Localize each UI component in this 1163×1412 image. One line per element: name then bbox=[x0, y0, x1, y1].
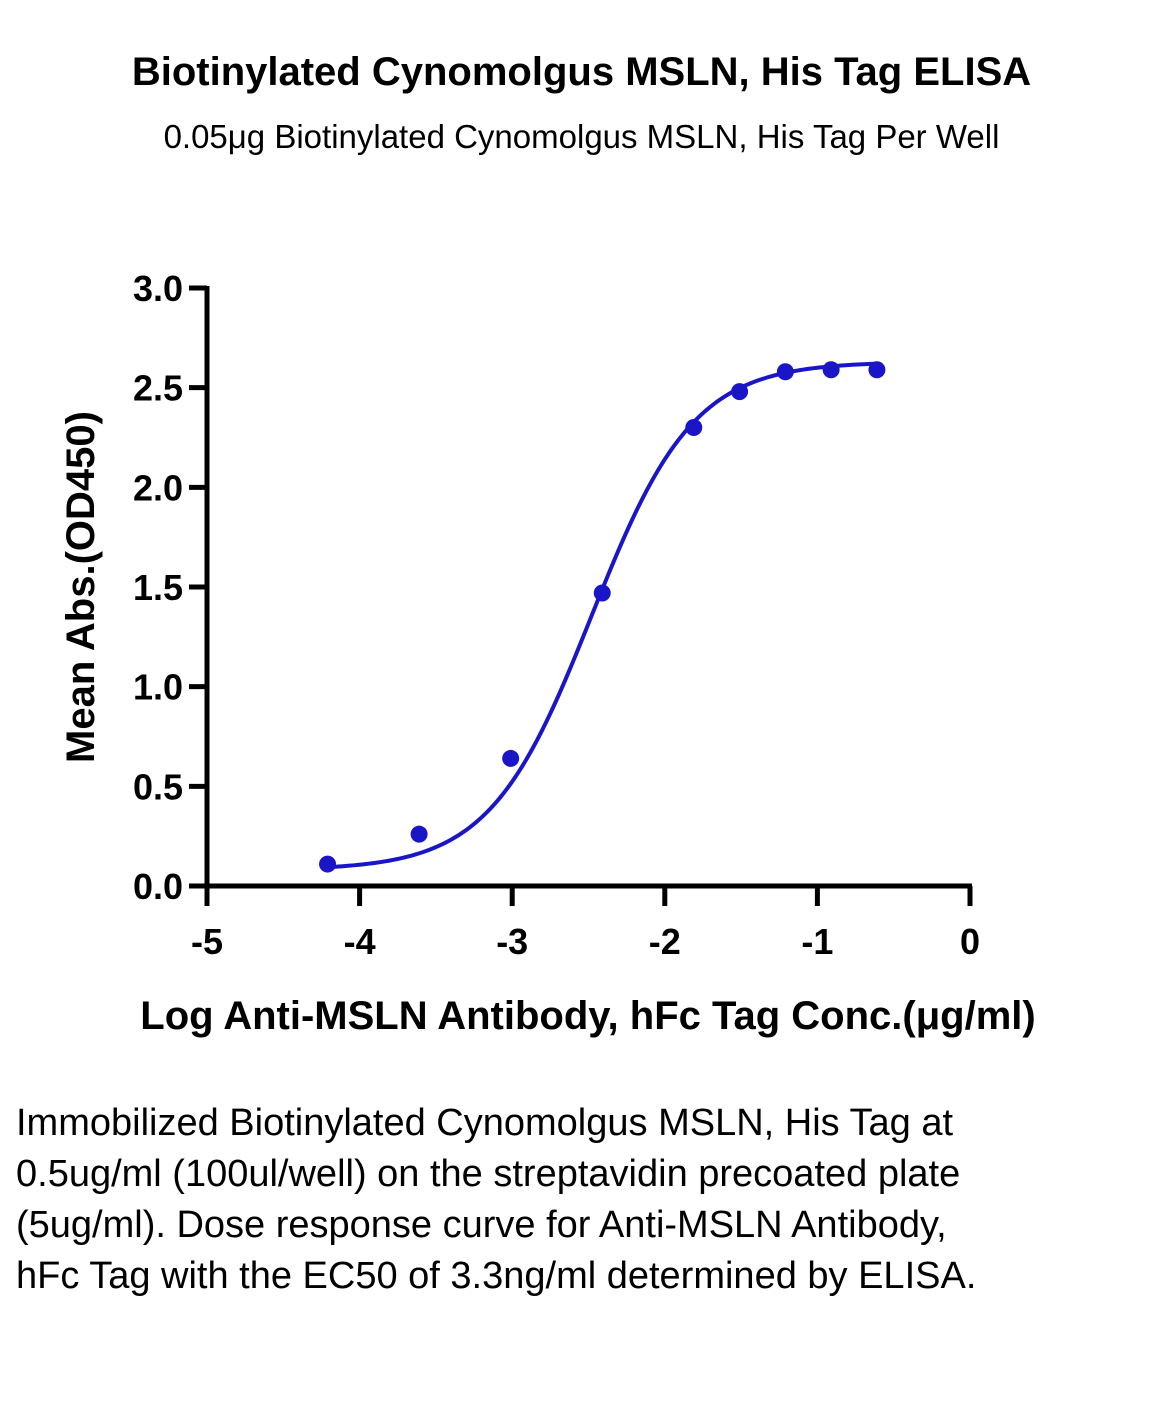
chart-subtitle: 0.05μg Biotinylated Cynomolgus MSLN, His… bbox=[163, 118, 1000, 155]
data-point bbox=[685, 419, 703, 437]
elisa-chart: 0.0 0.5 1.0 1.5 2.0 2.5 3.0 -5 -4 -3 -2 -1 0 Log Ant… bbox=[59, 268, 1036, 1038]
data-points-layer bbox=[319, 361, 886, 873]
data-point bbox=[319, 855, 337, 873]
chart-title: Biotinylated Cynomolgus MSLN, His Tag EL… bbox=[131, 50, 1032, 94]
data-point bbox=[822, 361, 840, 379]
y-axis-label: Mean Abs.(OD450) bbox=[59, 411, 103, 763]
y-tick-label: 0.0 bbox=[133, 866, 183, 907]
data-point bbox=[593, 584, 611, 602]
y-tick-label: 1.5 bbox=[133, 567, 183, 608]
y-tick-label: 0.5 bbox=[133, 766, 183, 807]
figure-caption: Immobilized Biotinylated Cynomolgus MSLN… bbox=[16, 1102, 977, 1297]
x-tick-label: -3 bbox=[496, 921, 528, 962]
y-tick-label: 3.0 bbox=[133, 268, 183, 309]
x-tick-label: -1 bbox=[801, 921, 833, 962]
axes: 0.0 0.5 1.0 1.5 2.0 2.5 3.0 -5 -4 -3 -2 -1 0 bbox=[133, 268, 980, 962]
fit-curve bbox=[327, 361, 877, 870]
data-point bbox=[776, 363, 794, 381]
x-tick-label: -5 bbox=[191, 921, 223, 962]
x-tick-label: -4 bbox=[344, 921, 376, 962]
y-tick-label: 1.0 bbox=[133, 667, 183, 708]
data-point bbox=[410, 825, 428, 843]
fit-curve-layer bbox=[327, 361, 877, 870]
data-point bbox=[502, 749, 520, 767]
x-tick-label: 0 bbox=[960, 921, 980, 962]
x-tick-label: -2 bbox=[649, 921, 681, 962]
y-tick-label: 2.5 bbox=[133, 368, 183, 409]
data-point bbox=[868, 361, 886, 379]
data-point bbox=[731, 383, 749, 401]
x-axis-label: Log Anti-MSLN Antibody, hFc Tag Conc.(μg… bbox=[140, 994, 1035, 1038]
y-tick-label: 2.0 bbox=[133, 467, 183, 508]
